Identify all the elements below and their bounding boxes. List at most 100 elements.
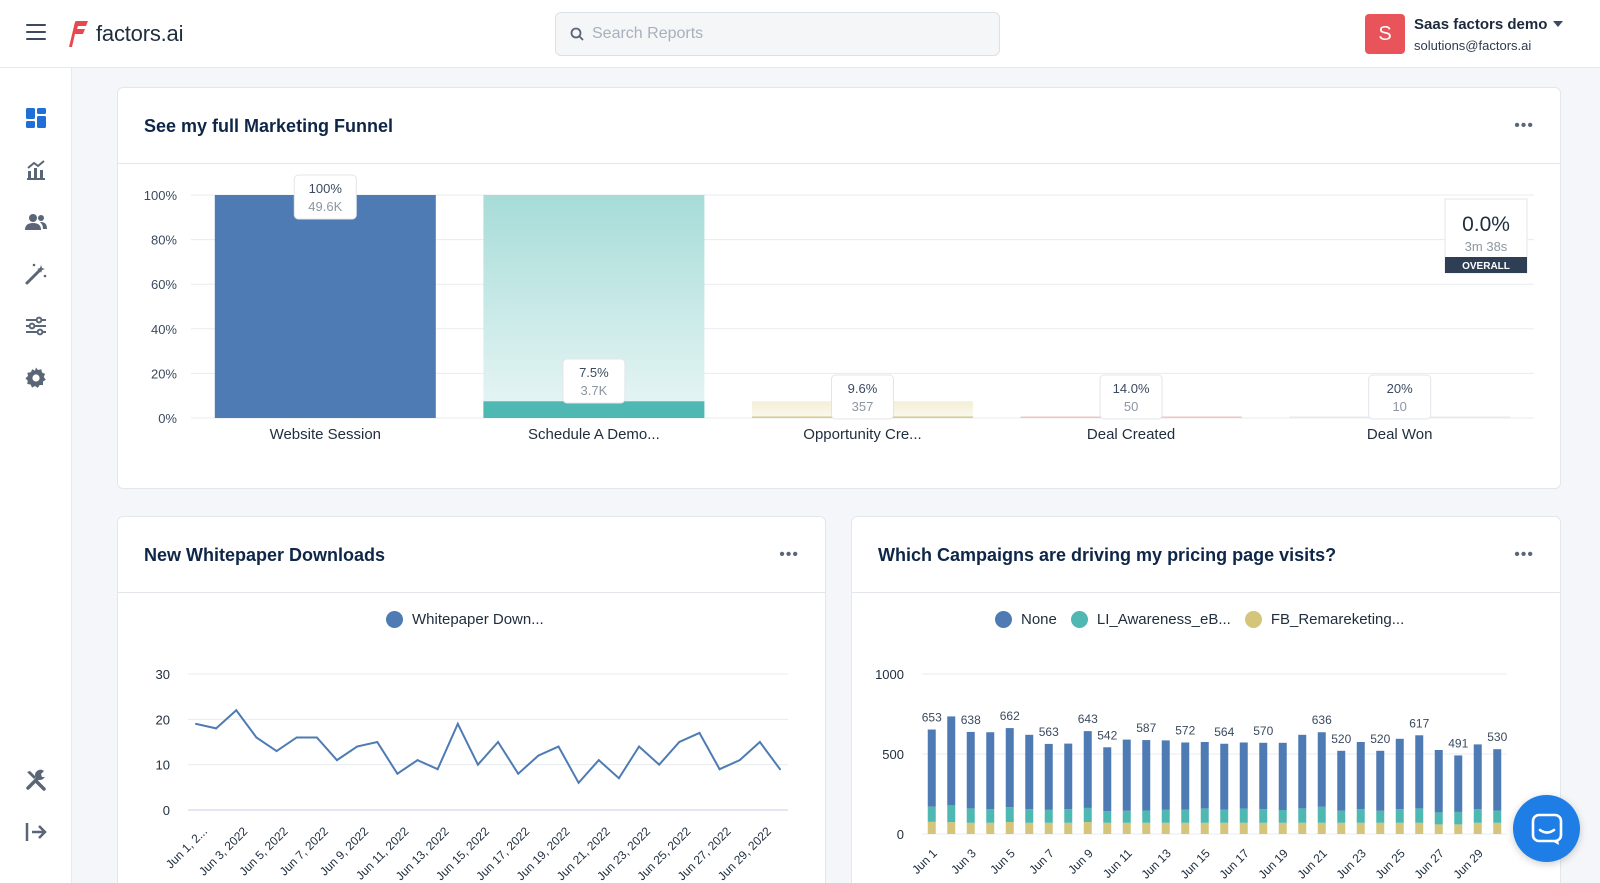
sidebar — [0, 68, 72, 883]
users-icon[interactable] — [24, 210, 48, 234]
legend-item[interactable]: Whitepaper Down... — [386, 611, 544, 628]
gear-icon[interactable] — [24, 366, 48, 390]
x-tick-label: Jun 15 — [1177, 846, 1213, 882]
stacked-bar-segment — [1103, 822, 1112, 834]
stacked-bar-segment — [927, 806, 936, 822]
magic-wand-icon[interactable] — [24, 262, 48, 286]
stacked-bar-segment — [1473, 744, 1482, 810]
legend-dot — [386, 611, 403, 628]
stacked-bar-segment — [1278, 742, 1287, 810]
data-point — [638, 745, 641, 748]
logout-icon[interactable] — [24, 820, 48, 844]
card-title: Which Campaigns are driving my pricing p… — [878, 545, 1337, 565]
stacked-bar-segment — [1278, 822, 1287, 834]
x-tick-label: Jun 23 — [1333, 846, 1369, 882]
x-tick-label: Jun 13 — [1138, 846, 1174, 882]
bar-total-label: 587 — [1136, 721, 1156, 735]
x-category-label: Deal Won — [1367, 426, 1433, 443]
stacked-bar-segment — [1434, 750, 1443, 813]
legend-label: LI_Awareness_eB... — [1096, 611, 1231, 628]
stacked-bar-segment — [1356, 742, 1365, 810]
whitepaper-card: New Whitepaper Downloads ••• Whitepaper … — [117, 516, 826, 883]
data-point — [456, 722, 459, 725]
legend-label: FB_Remareketing... — [1270, 611, 1405, 628]
search-box[interactable] — [555, 12, 1000, 56]
stacked-bar-segment — [1356, 809, 1365, 823]
stacked-bar-segment — [1239, 742, 1248, 809]
overall-time: 3m 38s — [1465, 239, 1508, 254]
stacked-bar-segment — [1220, 822, 1229, 834]
stacked-bar-segment — [1434, 824, 1443, 834]
stacked-bar-segment — [1493, 749, 1502, 811]
account-email: solutions@factors.ai — [1414, 37, 1532, 53]
x-tick-label: Jun 27 — [1411, 846, 1447, 882]
stacked-bar-segment — [1454, 824, 1463, 834]
stacked-bar-segment — [1434, 812, 1443, 825]
stacked-bar-segment — [1122, 810, 1131, 823]
sliders-icon[interactable] — [24, 314, 48, 338]
stacked-bar-segment — [1317, 822, 1326, 834]
more-options-icon[interactable]: ••• — [779, 546, 799, 563]
search-input[interactable] — [592, 25, 972, 43]
stacked-bar-segment — [1083, 807, 1092, 822]
stacked-bar-segment — [1142, 810, 1151, 823]
y-tick-label: 100% — [144, 188, 178, 203]
y-tick-label: 20 — [156, 712, 170, 727]
y-tick-label: 80% — [151, 233, 177, 248]
data-point — [356, 745, 359, 748]
bar-count-label: 50 — [1124, 399, 1138, 414]
stacked-bar-segment — [1181, 809, 1190, 823]
stacked-bar-segment — [1142, 822, 1151, 834]
top-bar: factors.ai S Saas factors demo solutions… — [0, 0, 1600, 68]
chevron-down-icon[interactable] — [1553, 21, 1564, 27]
stacked-bar-segment — [1259, 822, 1268, 834]
stacked-bar-segment — [1239, 822, 1248, 834]
stacked-bar-segment — [966, 808, 975, 823]
stacked-bar-segment — [1259, 742, 1268, 810]
stacked-bar-segment — [986, 732, 995, 810]
y-tick-label: 0% — [158, 411, 177, 426]
y-tick-label: 30 — [156, 667, 170, 682]
logo[interactable]: factors.ai — [68, 18, 183, 50]
chat-launcher-button[interactable] — [1513, 795, 1580, 862]
stacked-bar-segment — [947, 822, 956, 834]
tools-icon[interactable] — [24, 768, 48, 792]
x-tick-label: Jun 11 — [1100, 846, 1135, 881]
stacked-bar-segment — [1220, 809, 1229, 823]
bar-count-label: 357 — [852, 399, 874, 414]
bar-label-box — [1099, 374, 1163, 420]
bar-label-box — [831, 374, 894, 420]
x-category-label: Opportunity Cre... — [803, 426, 921, 443]
stacked-bar-segment — [1122, 739, 1131, 811]
x-category-label: Deal Created — [1087, 426, 1175, 443]
bar-total-label: 662 — [1000, 709, 1020, 723]
stacked-bar-segment — [1356, 822, 1365, 834]
dashboard-icon[interactable] — [24, 106, 48, 130]
x-tick-label: Jun 9 — [1065, 846, 1096, 877]
data-point — [779, 768, 781, 771]
data-point — [315, 736, 318, 739]
stacked-bar-segment — [1044, 743, 1053, 810]
y-tick-label: 0 — [897, 827, 904, 842]
stacked-bar-segment — [1395, 809, 1404, 823]
stacked-bar-segment — [1298, 822, 1307, 834]
legend-item[interactable]: None — [995, 611, 1057, 628]
analytics-icon[interactable] — [24, 158, 48, 182]
legend-dot — [1070, 611, 1088, 628]
more-options-icon[interactable]: ••• — [1514, 546, 1534, 563]
legend-item[interactable]: LI_Awareness_eB... — [1070, 611, 1231, 628]
account-menu[interactable]: S Saas factors demo solutions@factors.ai — [1365, 14, 1564, 54]
menu-icon[interactable] — [26, 24, 46, 42]
legend-item[interactable]: FB_Remareketing... — [1244, 611, 1405, 628]
y-tick-label: 1000 — [875, 667, 904, 682]
bar-total-label: 520 — [1331, 732, 1351, 746]
stacked-bar-segment — [1064, 809, 1073, 823]
stacked-bar-segment — [1239, 808, 1248, 823]
data-point — [537, 754, 540, 757]
bar-count-label: 3.7K — [581, 383, 608, 398]
more-options-icon[interactable]: ••• — [1514, 117, 1534, 134]
stacked-bar-segment — [1103, 811, 1112, 823]
overall-badge — [1445, 257, 1527, 273]
bar-total-label: 491 — [1448, 736, 1468, 750]
